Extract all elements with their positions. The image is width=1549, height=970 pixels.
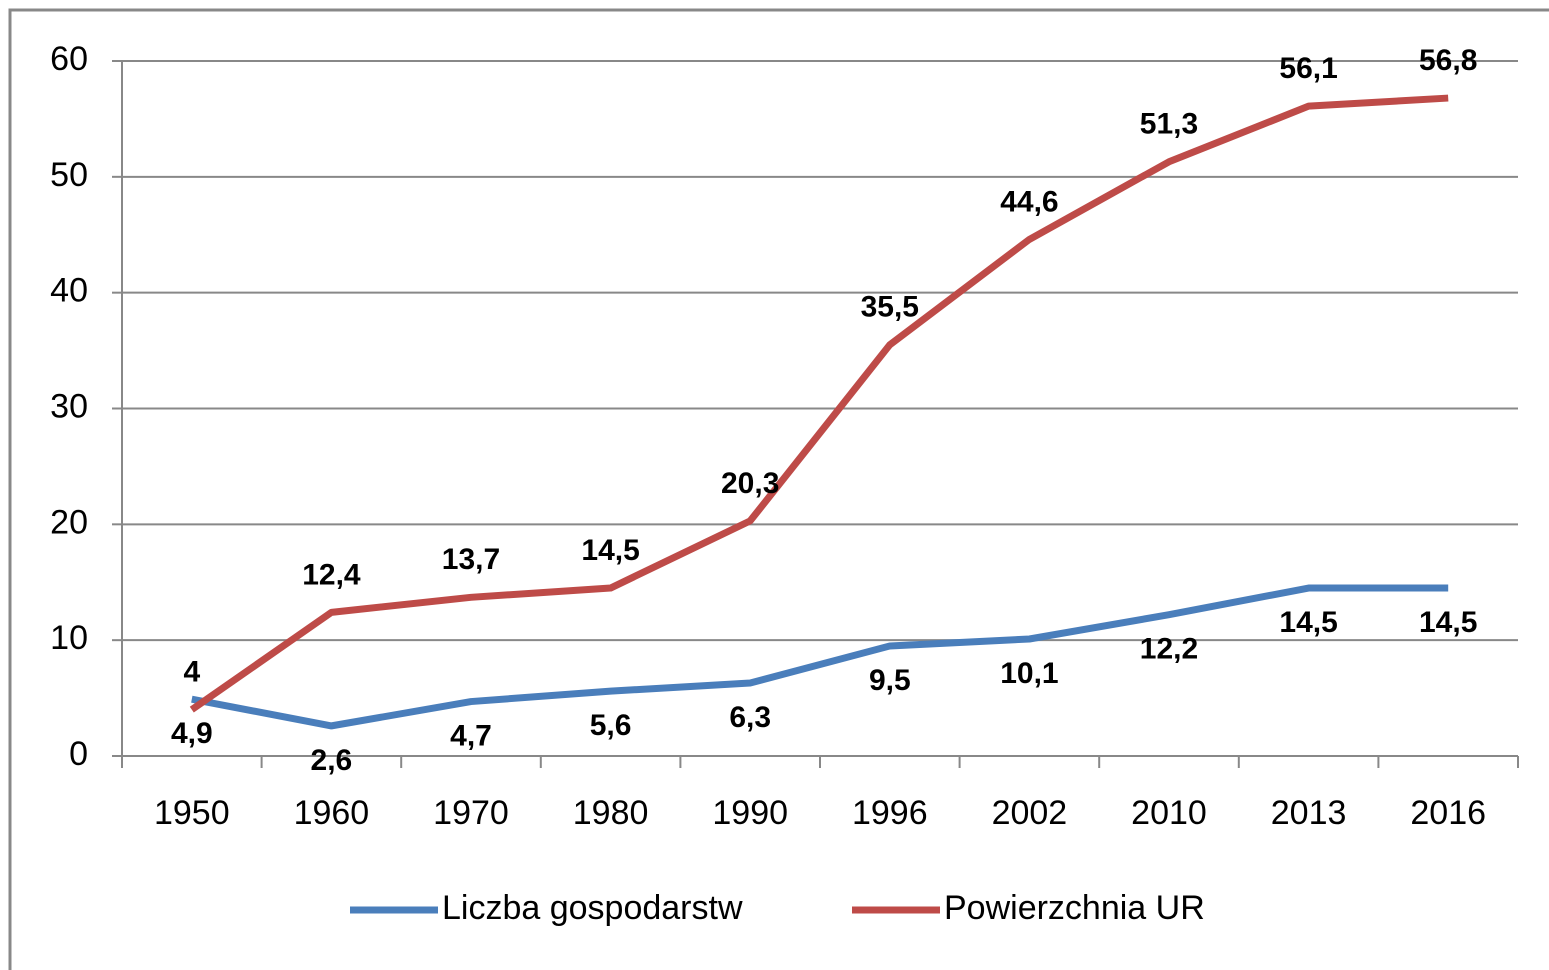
data-label: 20,3 xyxy=(721,467,779,500)
x-tick-label: 2013 xyxy=(1271,794,1347,832)
data-label: 14,5 xyxy=(1279,606,1337,639)
y-tick-label: 50 xyxy=(50,156,88,194)
x-tick-label: 1950 xyxy=(154,794,230,832)
data-label: 4,9 xyxy=(171,717,213,750)
data-label: 12,4 xyxy=(302,558,361,591)
data-label: 5,6 xyxy=(590,709,632,742)
y-tick-label: 60 xyxy=(50,40,88,78)
legend-label: Powierzchnia UR xyxy=(944,889,1205,927)
x-tick-label: 1970 xyxy=(433,794,509,832)
data-label: 35,5 xyxy=(861,291,919,324)
data-label: 2,6 xyxy=(311,744,353,777)
x-tick-label: 2002 xyxy=(992,794,1068,832)
y-tick-label: 10 xyxy=(50,619,88,657)
y-tick-label: 30 xyxy=(50,387,88,425)
y-tick-label: 40 xyxy=(50,272,88,310)
data-label: 56,8 xyxy=(1419,44,1477,77)
series-line xyxy=(189,94,1449,713)
x-tick-label: 1980 xyxy=(573,794,649,832)
x-tick-label: 2016 xyxy=(1410,794,1486,832)
data-label: 12,2 xyxy=(1140,633,1198,666)
chart-frame xyxy=(8,8,1549,970)
data-label: 56,1 xyxy=(1279,52,1337,85)
data-label: 10,1 xyxy=(1000,657,1058,690)
data-label: 14,5 xyxy=(1419,606,1477,639)
legend-label: Liczba gospodarstw xyxy=(442,889,743,927)
data-label: 6,3 xyxy=(729,701,771,734)
data-label: 4,7 xyxy=(450,719,492,752)
data-label: 44,6 xyxy=(1000,185,1058,218)
data-label: 4 xyxy=(183,656,200,689)
data-label: 9,5 xyxy=(869,664,911,697)
y-tick-label: 20 xyxy=(50,503,88,541)
data-label: 51,3 xyxy=(1140,108,1198,141)
x-tick-label: 2010 xyxy=(1131,794,1207,832)
x-tick-label: 1960 xyxy=(294,794,370,832)
y-tick-label: 0 xyxy=(69,735,88,773)
series-line xyxy=(191,584,1449,730)
x-tick-label: 1996 xyxy=(852,794,928,832)
data-label: 13,7 xyxy=(442,543,500,576)
x-tick-label: 1990 xyxy=(712,794,788,832)
data-label: 14,5 xyxy=(581,534,639,567)
